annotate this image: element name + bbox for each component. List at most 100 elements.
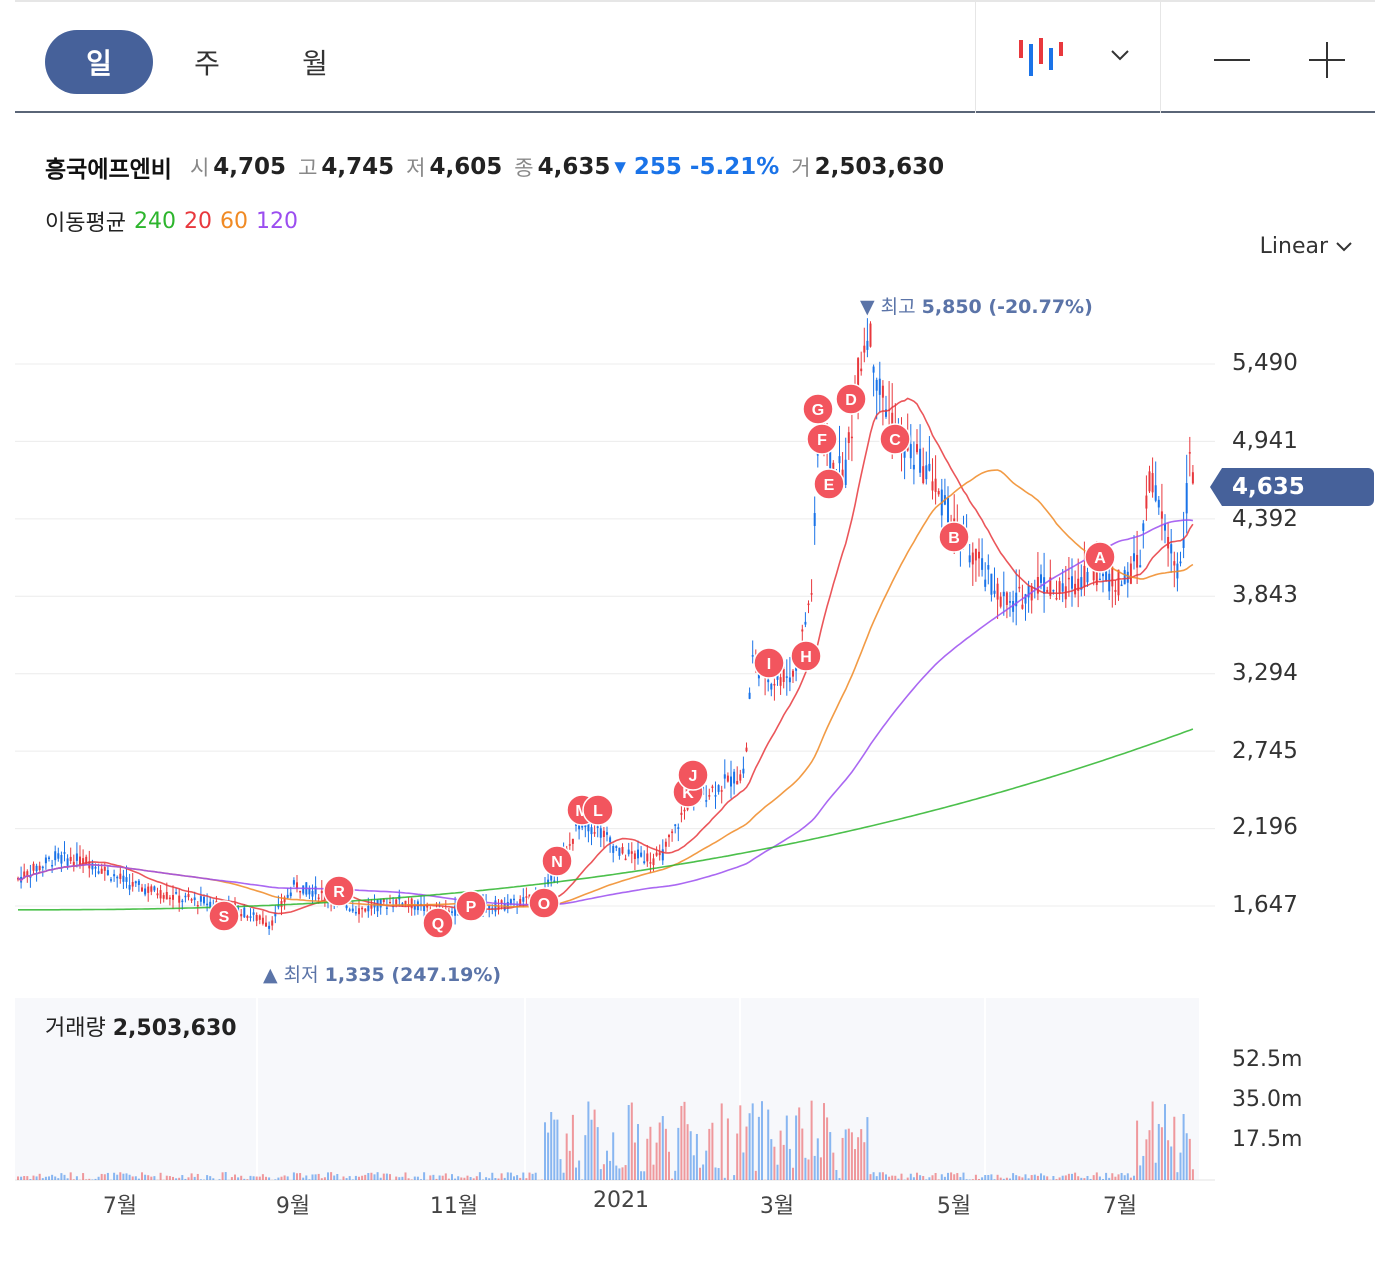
candle-body: [1154, 485, 1157, 501]
high-value: 4,745: [321, 154, 395, 180]
candle-body: [621, 847, 624, 854]
volume-bar: [736, 1133, 739, 1180]
volume-bar: [562, 1172, 565, 1180]
candle-body: [646, 853, 649, 862]
chevron-down-icon[interactable]: [1103, 40, 1137, 70]
candle-body: [745, 747, 748, 752]
volume-bar: [491, 1172, 494, 1180]
volume-bar: [38, 1173, 41, 1180]
volume-bar: [878, 1172, 881, 1180]
candle-body: [255, 914, 258, 921]
volume-bar: [1086, 1175, 1089, 1180]
volume-bar: [91, 1179, 94, 1180]
volume-bar: [193, 1176, 196, 1180]
price-axis-label: 4,941: [1232, 428, 1298, 454]
volume-bar: [230, 1177, 233, 1180]
volume-bar: [978, 1178, 980, 1180]
candle-body: [711, 786, 714, 788]
ma-120-line: [17, 519, 1194, 906]
event-marker-label: S: [219, 909, 230, 926]
scale-select-value: Linear: [1259, 234, 1328, 259]
volume-bar: [1188, 1138, 1191, 1180]
price-axis-label: 5,490: [1232, 350, 1298, 376]
volume-bar: [943, 1176, 946, 1180]
volume-bar: [649, 1126, 652, 1180]
price-axis-label: 2,196: [1232, 814, 1298, 840]
candle-body: [206, 903, 209, 906]
candle-body: [184, 895, 187, 898]
volume-bar: [234, 1174, 236, 1180]
volume-bar: [590, 1119, 593, 1180]
candle-body: [311, 890, 314, 897]
volume-bar: [816, 1138, 819, 1180]
volume-bar: [286, 1176, 289, 1180]
candle-body: [175, 892, 178, 894]
candle-body: [252, 912, 255, 915]
close-label: 종: [514, 156, 534, 180]
volume-bar: [795, 1115, 798, 1180]
volume-bar: [268, 1177, 271, 1180]
volume-bar: [88, 1178, 91, 1180]
volume-bar: [584, 1135, 587, 1180]
tab-month[interactable]: 월: [302, 47, 328, 80]
volume-bar: [370, 1172, 373, 1180]
volume-bar: [897, 1178, 900, 1180]
candlestick-icon[interactable]: [1010, 32, 1070, 84]
plus-icon[interactable]: [1307, 40, 1347, 80]
volume-bar: [1064, 1175, 1067, 1180]
x-axis-label: 11월: [429, 1194, 479, 1219]
candle-body: [385, 907, 388, 909]
candle-body: [596, 826, 599, 828]
moving-average-legend[interactable]: 이동평균 240 20 60 120: [45, 204, 306, 238]
minus-icon[interactable]: [1210, 42, 1254, 78]
close-value: 4,635: [537, 154, 611, 180]
volume-bar: [1033, 1174, 1036, 1180]
candle-body: [990, 573, 993, 595]
candle-body: [751, 655, 754, 657]
candle-body: [32, 863, 35, 871]
candle-body: [801, 629, 804, 632]
volume-axis-label: 35.0m: [1232, 1087, 1303, 1112]
volume-bar: [317, 1173, 320, 1180]
volume-bar: [153, 1176, 156, 1180]
candle-body: [680, 812, 683, 815]
volume-bar: [888, 1176, 891, 1180]
candle-body: [627, 849, 630, 855]
volume-bar: [680, 1105, 683, 1180]
volume-bar: [385, 1173, 388, 1180]
candle-body: [1173, 561, 1176, 566]
tab-week[interactable]: 주: [194, 47, 220, 80]
volume-bar: [100, 1173, 103, 1180]
volume-bar: [85, 1179, 88, 1180]
volume-bar: [782, 1144, 785, 1180]
candle-body: [72, 861, 75, 867]
candle-body: [271, 920, 274, 926]
volume-bar: [277, 1177, 280, 1180]
candle-body: [677, 827, 680, 829]
candle-body: [144, 888, 147, 895]
volume-bar: [699, 1167, 701, 1180]
volume-bar: [891, 1175, 894, 1180]
volume-value: 2,503,630: [814, 154, 945, 180]
candle-body: [916, 444, 918, 453]
scale-select[interactable]: Linear: [1260, 234, 1352, 259]
volume-bar: [606, 1150, 608, 1180]
volume-bar: [144, 1174, 147, 1180]
volume-bar: [528, 1172, 531, 1180]
candle-body: [683, 809, 686, 812]
volume-bar: [593, 1109, 596, 1180]
candle-body: [513, 898, 515, 901]
x-axis-label: 3월: [759, 1194, 795, 1219]
volume-bar: [770, 1139, 773, 1180]
tab-day[interactable]: 일: [45, 30, 153, 94]
volume-bar: [664, 1128, 667, 1180]
candle-body: [1083, 565, 1086, 588]
candle-body: [838, 456, 841, 464]
volume-bar: [159, 1172, 162, 1180]
volume-bar: [1191, 1169, 1194, 1180]
event-marker: [938, 521, 970, 553]
volume-bar: [106, 1172, 109, 1180]
volume-bar: [609, 1160, 612, 1180]
candle-body: [106, 870, 109, 876]
